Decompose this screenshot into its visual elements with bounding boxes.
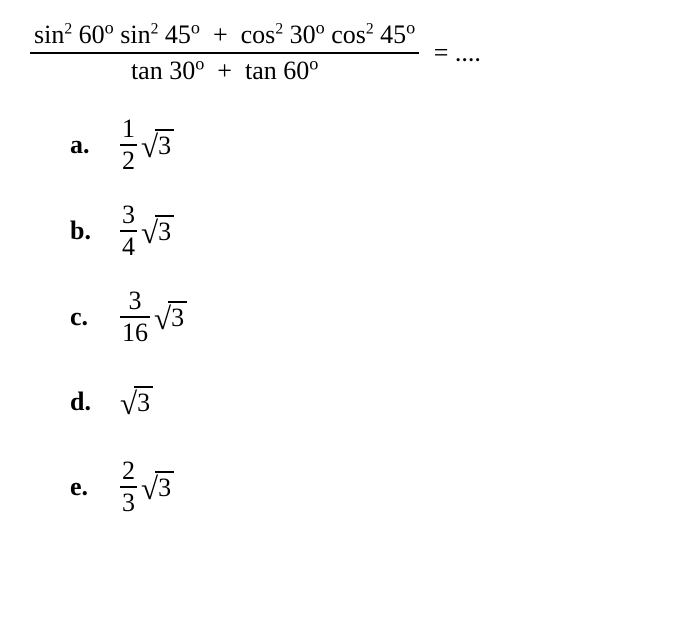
frac-num: 3: [120, 200, 137, 230]
deg: o: [309, 53, 318, 73]
option-value: 3 4 √ 3: [120, 200, 174, 262]
equals-text: = ....: [434, 38, 481, 67]
frac-den: 2: [120, 144, 137, 176]
option-a: a. 1 2 √ 3: [70, 114, 669, 176]
sq: 2: [64, 20, 72, 37]
sqrt: √ 3: [141, 471, 174, 503]
fraction: 2 3: [120, 456, 137, 518]
deg: o: [191, 17, 200, 37]
fraction: 3 4: [120, 200, 137, 262]
sin-label: sin: [34, 20, 64, 49]
sqrt-symbol: √: [154, 303, 171, 334]
fraction: 1 2: [120, 114, 137, 176]
fraction: 3 16: [120, 286, 150, 348]
sqrt: √ 3: [154, 301, 187, 333]
sqrt-symbol: √: [141, 217, 158, 248]
angle: 30: [169, 56, 195, 85]
option-d: d. √ 3: [70, 372, 669, 432]
sqrt-symbol: √: [141, 473, 158, 504]
frac-num: 1: [120, 114, 137, 144]
plus: +: [213, 20, 228, 49]
option-e: e. 2 3 √ 3: [70, 456, 669, 518]
option-value: 1 2 √ 3: [120, 114, 174, 176]
sqrt-symbol: √: [120, 388, 137, 419]
option-value: √ 3: [120, 386, 153, 418]
deg: o: [406, 17, 415, 37]
frac-num: 2: [120, 456, 137, 486]
denominator: tan 30o + tan 60o: [30, 52, 419, 86]
angle: 30: [290, 20, 316, 49]
frac-den: 3: [120, 486, 137, 518]
deg: o: [195, 53, 204, 73]
option-value: 3 16 √ 3: [120, 286, 187, 348]
sin-label: sin: [120, 20, 150, 49]
option-label: d.: [70, 387, 120, 417]
sqrt: √ 3: [141, 215, 174, 247]
option-b: b. 3 4 √ 3: [70, 200, 669, 262]
angle: 60: [283, 56, 309, 85]
plus: +: [217, 56, 232, 85]
deg: o: [105, 17, 114, 37]
sqrt: √ 3: [120, 386, 153, 418]
options-list: a. 1 2 √ 3 b. 3 4 √ 3 c.: [30, 114, 669, 518]
angle: 45: [380, 20, 406, 49]
option-label: b.: [70, 216, 120, 246]
angle: 45: [165, 20, 191, 49]
deg: o: [316, 17, 325, 37]
sqrt: √ 3: [141, 129, 174, 161]
option-c: c. 3 16 √ 3: [70, 286, 669, 348]
frac-den: 4: [120, 230, 137, 262]
sq: 2: [366, 20, 374, 37]
sq: 2: [151, 20, 159, 37]
option-label: e.: [70, 472, 120, 502]
tan-label: tan: [131, 56, 163, 85]
angle: 60: [79, 20, 105, 49]
option-label: a.: [70, 130, 120, 160]
numerator: sin2 60o sin2 45o + cos2 30o cos2 45o: [30, 20, 419, 52]
sqrt-symbol: √: [141, 131, 158, 162]
option-value: 2 3 √ 3: [120, 456, 174, 518]
frac-den: 16: [120, 316, 150, 348]
option-label: c.: [70, 302, 120, 332]
cos-label: cos: [331, 20, 366, 49]
main-equation: sin2 60o sin2 45o + cos2 30o cos2 45o ta…: [30, 20, 669, 86]
tan-label: tan: [245, 56, 277, 85]
sq: 2: [275, 20, 283, 37]
main-fraction: sin2 60o sin2 45o + cos2 30o cos2 45o ta…: [30, 20, 419, 86]
frac-num: 3: [120, 286, 150, 316]
cos-label: cos: [241, 20, 276, 49]
